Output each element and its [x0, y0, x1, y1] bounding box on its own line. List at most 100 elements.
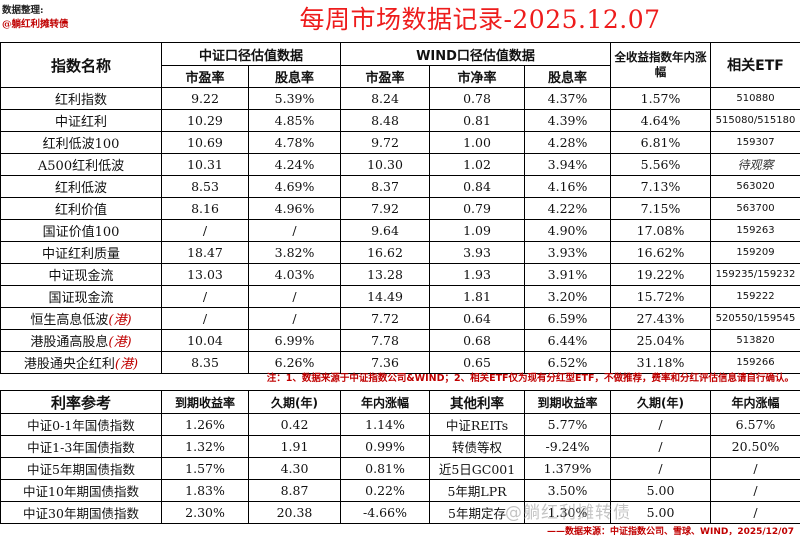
bond-duration-cell: 0.42: [248, 413, 341, 436]
csi-pe-cell: 9.22: [161, 87, 249, 110]
bond-ytd-cell: 0.81%: [340, 457, 430, 480]
other-rate-duration-cell: /: [610, 457, 711, 480]
csi-pe-cell: 10.04: [161, 329, 249, 352]
header-csi-dy: 股息率: [247, 65, 342, 88]
index-name: A500红利低波: [37, 159, 125, 174]
csi-pe-cell: 10.69: [161, 131, 249, 154]
other-rate-name-cell: 转债等权: [429, 435, 525, 458]
header-csi-pe: 市盈率: [161, 65, 249, 88]
hk-tag: (港): [108, 313, 132, 328]
wind-pb-cell: 0.79: [429, 197, 526, 220]
total-return-ytd-cell: 25.04%: [610, 329, 712, 352]
index-name: 中证红利: [54, 115, 107, 130]
csi-dividend-yield-cell: 4.24%: [247, 153, 342, 176]
wind-dividend-yield-cell: 4.16%: [524, 175, 612, 198]
header-wind-dy: 股息率: [524, 65, 612, 88]
wind-dividend-yield-cell: 6.52%: [524, 351, 612, 374]
total-return-ytd-cell: 15.72%: [610, 285, 712, 308]
wind-pb-cell: 0.68: [429, 329, 526, 352]
wind-dividend-yield-cell: 6.44%: [524, 329, 612, 352]
related-etf-cell: 510880: [710, 87, 800, 110]
csi-dividend-yield-cell: 4.85%: [247, 109, 342, 132]
credit-label: 数据整理:: [2, 5, 44, 16]
other-rate-duration-cell: /: [610, 413, 711, 436]
credit-handle: @躺红利摊转债: [2, 19, 69, 30]
bond-duration-cell: 1.91: [248, 435, 341, 458]
wind-pe-cell: 14.49: [340, 285, 431, 308]
wind-pe-cell: 7.78: [340, 329, 431, 352]
csi-pe-cell: /: [161, 307, 249, 330]
csi-pe-cell: 8.53: [161, 175, 249, 198]
index-name-cell: 红利低波: [0, 175, 162, 198]
bond-ytm-cell: 1.32%: [161, 435, 249, 458]
total-return-ytd-cell: 4.64%: [610, 109, 712, 132]
wind-pb-cell: 0.64: [429, 307, 526, 330]
bond-ytd-cell: 0.99%: [340, 435, 430, 458]
bond-index-name-cell: 中证30年期国债指数: [0, 501, 162, 524]
index-name-cell: 中证现金流: [0, 263, 162, 286]
related-etf-cell: 520550/159545: [710, 307, 800, 330]
wind-pe-cell: 7.36: [340, 351, 431, 374]
related-etf-cell: 159263: [710, 219, 800, 242]
wind-pb-cell: 1.81: [429, 285, 526, 308]
csi-dividend-yield-cell: /: [247, 285, 342, 308]
other-rate-name-cell: 5年期定存: [429, 501, 525, 524]
total-return-ytd-cell: 17.08%: [610, 219, 712, 242]
bond-ytm-cell: 1.57%: [161, 457, 249, 480]
csi-dividend-yield-cell: 4.03%: [247, 263, 342, 286]
other-rate-ytm-cell: 3.50%: [524, 479, 611, 502]
index-name-cell: 中证红利质量: [0, 241, 162, 264]
csi-dividend-yield-cell: /: [247, 307, 342, 330]
rates-row: 中证5年期国债指数 1.57% 4.30 0.81% 近5日GC001 1.379% / /: [0, 457, 800, 480]
other-rate-ytd-cell: 6.57%: [710, 413, 800, 436]
table-row: 国证价值100//9.64 1.09 4.90% 17.08% 159263: [0, 219, 800, 242]
header-wind-pb: 市净率: [429, 65, 526, 88]
csi-pe-cell: /: [161, 285, 249, 308]
wind-pb-cell: 0.78: [429, 87, 526, 110]
csi-pe-cell: /: [161, 219, 249, 242]
rates-header-duration2: 久期(年): [610, 390, 711, 414]
related-etf-cell: 513820: [710, 329, 800, 352]
csi-dividend-yield-cell: 4.96%: [247, 197, 342, 220]
wind-pe-cell: 9.64: [340, 219, 431, 242]
index-name: 红利低波100: [42, 137, 120, 152]
index-name-cell: 国证价值100: [0, 219, 162, 242]
other-rate-ytm-cell: 1.379%: [524, 457, 611, 480]
header-group-csi: 中证口径估值数据: [160, 42, 342, 66]
rates-header-duration: 久期(年): [248, 390, 341, 414]
index-name-cell: 港股通央企红利(港): [0, 351, 162, 374]
other-rate-ytd-cell: /: [710, 501, 800, 524]
csi-pe-cell: 13.03: [161, 263, 249, 286]
index-name: 港股通央企红利: [23, 357, 115, 372]
header-index-name: 指数名称: [0, 42, 162, 88]
other-rate-name-cell: 5年期LPR: [429, 479, 525, 502]
table-row: 中证现金流 13.03 4.03% 13.28 1.93 3.91% 19.22% 15923…: [0, 263, 800, 286]
rates-header-ytd: 年内涨幅: [340, 390, 430, 414]
table-row: 中证红利 10.29 4.85% 8.48 0.81 4.39% 4.64% 515080/5…: [0, 109, 800, 132]
csi-pe-cell: 10.31: [161, 153, 249, 176]
wind-dividend-yield-cell: 4.22%: [524, 197, 612, 220]
footnote: 注：1、数据来源于中证指数公司&WIND；2、相关ETF仅为现有分红型ETF，不…: [266, 373, 794, 384]
total-return-ytd-cell: 7.13%: [610, 175, 712, 198]
table-row: 红利指数 9.22 5.39% 8.24 0.78 4.37% 1.57% 510880: [0, 87, 800, 110]
rates-row: 中证0-1年国债指数 1.26% 0.42 1.14% 中证REITs 5.77%/6.5…: [0, 413, 800, 436]
hk-tag: (港): [114, 357, 139, 372]
wind-pb-cell: 1.02: [429, 153, 526, 176]
total-return-ytd-cell: 6.81%: [610, 131, 712, 154]
related-etf-cell: 563020: [710, 175, 800, 198]
table-row: 红利低波100 10.69 4.78% 9.72 1.00 4.28% 6.81% 15930…: [0, 131, 800, 154]
table-row: 红利价值 8.16 4.96% 7.92 0.79 4.22% 7.15% 563700: [0, 197, 800, 220]
total-return-ytd-cell: 7.15%: [610, 197, 712, 220]
bond-ytm-cell: 1.26%: [161, 413, 249, 436]
table-row: 中证红利质量 18.47 3.82% 16.62 3.93 3.93% 16.62% 1592…: [0, 241, 800, 264]
wind-pe-cell: 9.72: [340, 131, 431, 154]
csi-dividend-yield-cell: 4.69%: [247, 175, 342, 198]
related-etf-cell: 159235/159232: [710, 263, 800, 286]
wind-pb-cell: 1.93: [429, 263, 526, 286]
bond-duration-cell: 20.38: [248, 501, 341, 524]
csi-dividend-yield-cell: 6.99%: [247, 329, 342, 352]
wind-pb-cell: 0.65: [429, 351, 526, 374]
index-name: 港股通高股息: [30, 335, 109, 350]
csi-dividend-yield-cell: 6.26%: [247, 351, 342, 374]
rates-header-ytm2: 到期收益率: [524, 390, 611, 414]
